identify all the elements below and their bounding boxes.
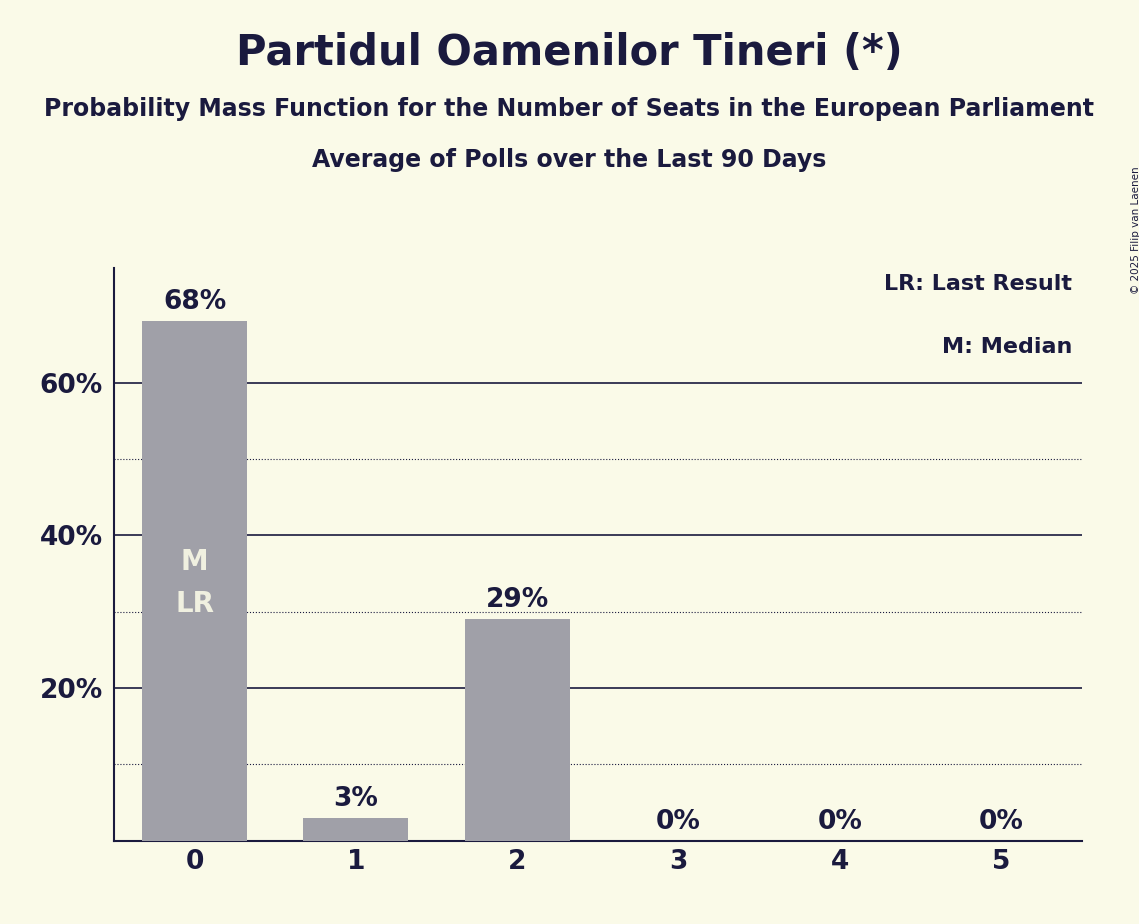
Text: M: Median: M: Median <box>942 336 1073 357</box>
Text: 68%: 68% <box>163 289 227 315</box>
Text: 0%: 0% <box>818 808 862 834</box>
Bar <box>465 619 570 841</box>
Text: LR: LR <box>175 590 214 618</box>
Text: Partidul Oamenilor Tineri (*): Partidul Oamenilor Tineri (*) <box>236 32 903 74</box>
Text: © 2025 Filip van Laenen: © 2025 Filip van Laenen <box>1131 166 1139 294</box>
Text: 0%: 0% <box>978 808 1024 834</box>
Bar <box>303 818 409 841</box>
Text: Probability Mass Function for the Number of Seats in the European Parliament: Probability Mass Function for the Number… <box>44 97 1095 121</box>
Text: 3%: 3% <box>334 785 378 812</box>
Text: Average of Polls over the Last 90 Days: Average of Polls over the Last 90 Days <box>312 148 827 172</box>
Text: M: M <box>181 548 208 576</box>
Text: 0%: 0% <box>656 808 702 834</box>
Bar <box>142 322 247 841</box>
Text: LR: Last Result: LR: Last Result <box>884 274 1073 294</box>
Text: 29%: 29% <box>485 588 549 614</box>
